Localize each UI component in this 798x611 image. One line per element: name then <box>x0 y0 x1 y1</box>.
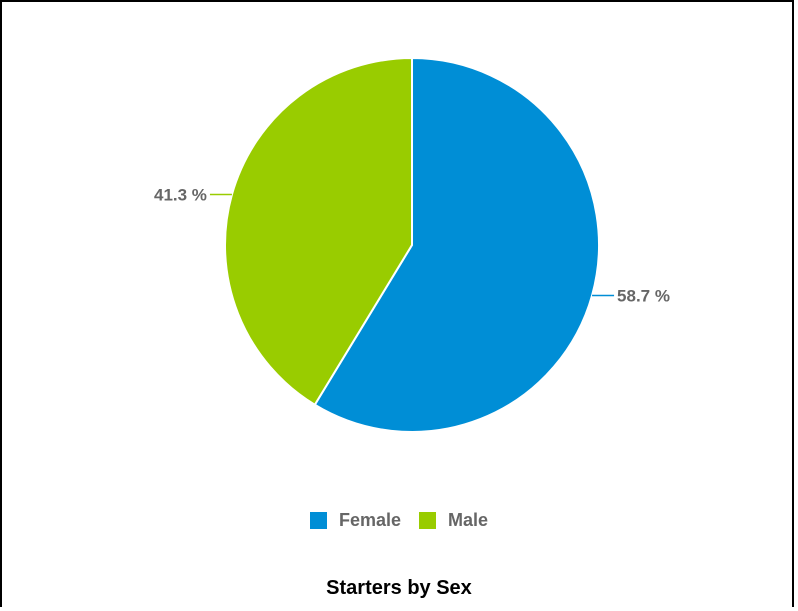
pie-slice-male[interactable] <box>224 56 413 407</box>
data-label-female: 58.7 % <box>617 286 670 305</box>
data-label-male: 41.3 % <box>154 186 207 205</box>
legend-item-male[interactable]: Male <box>419 510 488 531</box>
legend-swatch-female <box>309 512 327 529</box>
legend-item-female[interactable]: Female <box>309 510 401 531</box>
legend-label-female: Female <box>338 510 401 530</box>
legend: Female Male <box>2 510 796 531</box>
chart-title: Starters by Sex <box>326 577 472 599</box>
pie-slice-female[interactable] <box>313 56 600 433</box>
legend-swatch-male <box>419 512 436 529</box>
legend-label-male: Male <box>448 510 489 530</box>
